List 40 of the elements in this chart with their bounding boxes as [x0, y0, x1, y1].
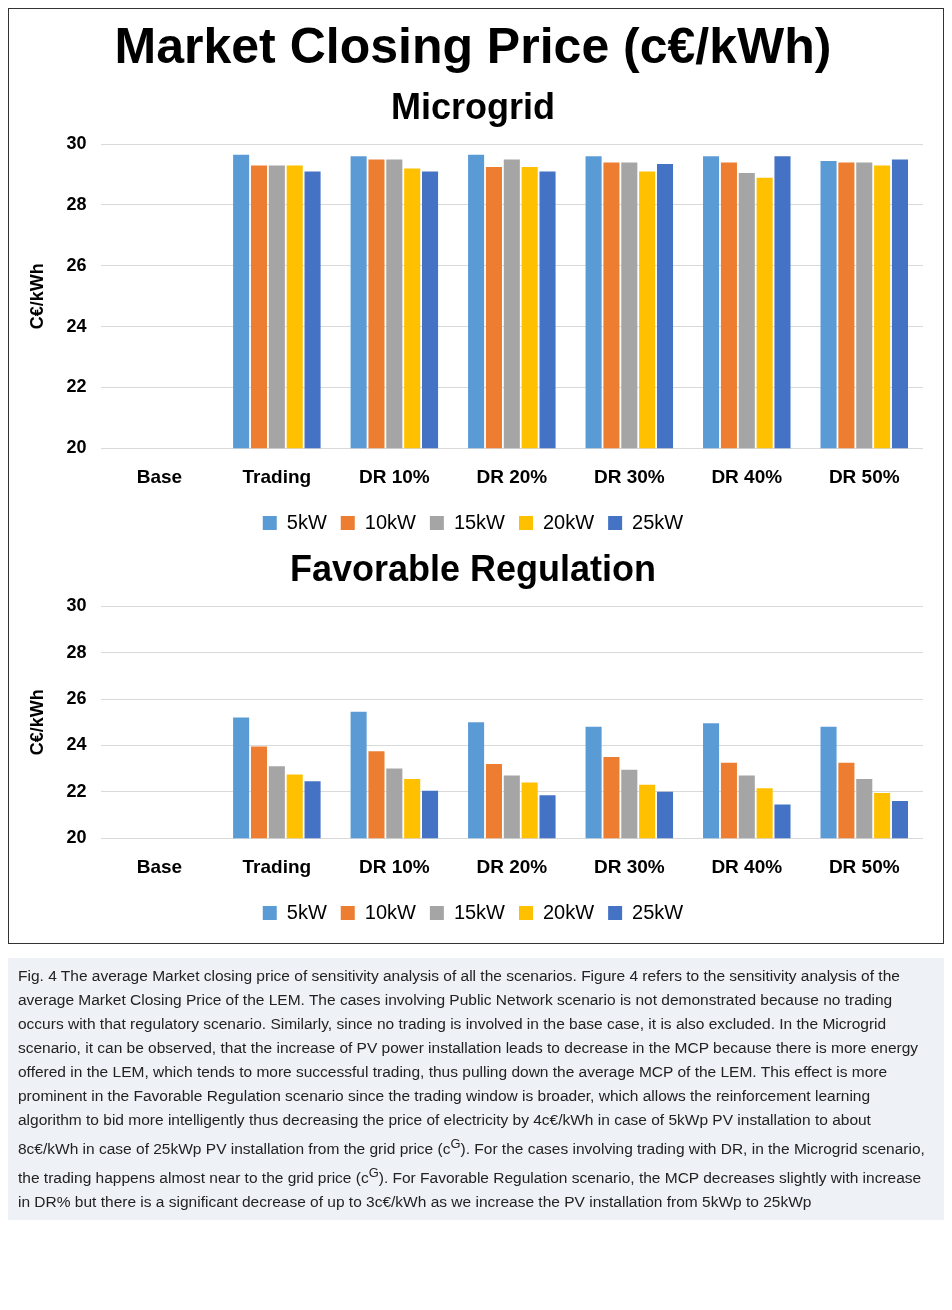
x-tick-label: DR 50% — [828, 855, 900, 877]
x-tick-label: DR 30% — [593, 855, 665, 877]
y-tick-label: 24 — [66, 315, 87, 336]
legend-label: 5kW — [286, 510, 327, 533]
x-tick-label: DR 40% — [711, 855, 783, 877]
x-tick-label: DR 10% — [358, 855, 430, 877]
y-tick-label: 22 — [66, 376, 87, 397]
x-tick-label: Trading — [242, 465, 312, 487]
x-tick-label: DR 50% — [828, 465, 900, 487]
legend-label: 10kW — [364, 900, 416, 923]
x-tick-label: Trading — [242, 855, 312, 877]
legend-label: 20kW — [543, 510, 595, 533]
y-tick-label: 28 — [66, 193, 87, 214]
y-tick-label: 24 — [66, 734, 87, 755]
x-tick-label: DR 30% — [593, 465, 665, 487]
y-tick-label: 30 — [66, 133, 87, 154]
y-tick-label: 22 — [66, 780, 87, 801]
chart-title: Favorable Regulation — [289, 547, 657, 589]
x-tick-label: DR 40% — [711, 465, 783, 487]
x-tick-label: Base — [136, 855, 183, 877]
legend-label: 5kW — [286, 900, 327, 923]
legend-label: 10kW — [364, 510, 416, 533]
y-tick-label: 26 — [66, 687, 87, 708]
text: Fig. 4 The average Market closing price of sensitivity analysis of all the scenarios. Figure 4 refers to the sensitivity analysis of the average Market Closing Price of the LEM. The cases involving Public Network scenario is not demonstrated because no trading occurs with that regulatory scenario. Similarly, since no trading is involved in the base case, it is also excluded. In the Microgrid scenario, it can be observed, that the increase of PV power installation leads to decrease in the MCP because there is more energy offered in the LEM, which tends to more successful trading, thus pulling down the average MCP of the LEM. This effect is more prominent in the Favorable Regulation scenario since the trading window is broader, which allows the reinforcement learning algorithm to bid more intelligently thus decreasing the price of electricity by 4c€/kWh in case of 5kWp PV installation to about 8c€/kWh in case of 25kWp PV installation from the grid price (c$^{G}$). For the cases involving trading with DR, in the Microgrid scenario, the trading happens almost near to the grid price (c$^{G}$). For Favorable Regulation scenario, the MCP decreases slightly with increase in DR% but there is a significant decrease of up to 3c€/kWh as we increase the PV installation from 5kWp to 25kWp — [18, 967, 925, 1211]
legend-label: 15kW — [453, 510, 506, 533]
legend-label: 25kW — [632, 510, 684, 533]
x-tick-label: DR 20% — [476, 855, 548, 877]
legend-label: 20kW — [543, 900, 595, 923]
y-tick-label: 30 — [66, 595, 87, 616]
y-tick-label: 20 — [66, 437, 87, 458]
y-axis-title: C€/kWh — [26, 263, 47, 330]
x-tick-label: Base — [136, 465, 183, 487]
y-tick-label: 20 — [66, 827, 87, 848]
y-axis-title: C€/kWh — [26, 689, 47, 756]
y-tick-label: 28 — [66, 641, 87, 662]
chart-title: Market Closing Price (c€/kWh) — [114, 17, 832, 74]
x-tick-label: DR 20% — [476, 465, 548, 487]
x-tick-label: DR 10% — [358, 465, 430, 487]
legend-label: 15kW — [453, 900, 506, 923]
y-tick-label: 26 — [66, 254, 87, 275]
